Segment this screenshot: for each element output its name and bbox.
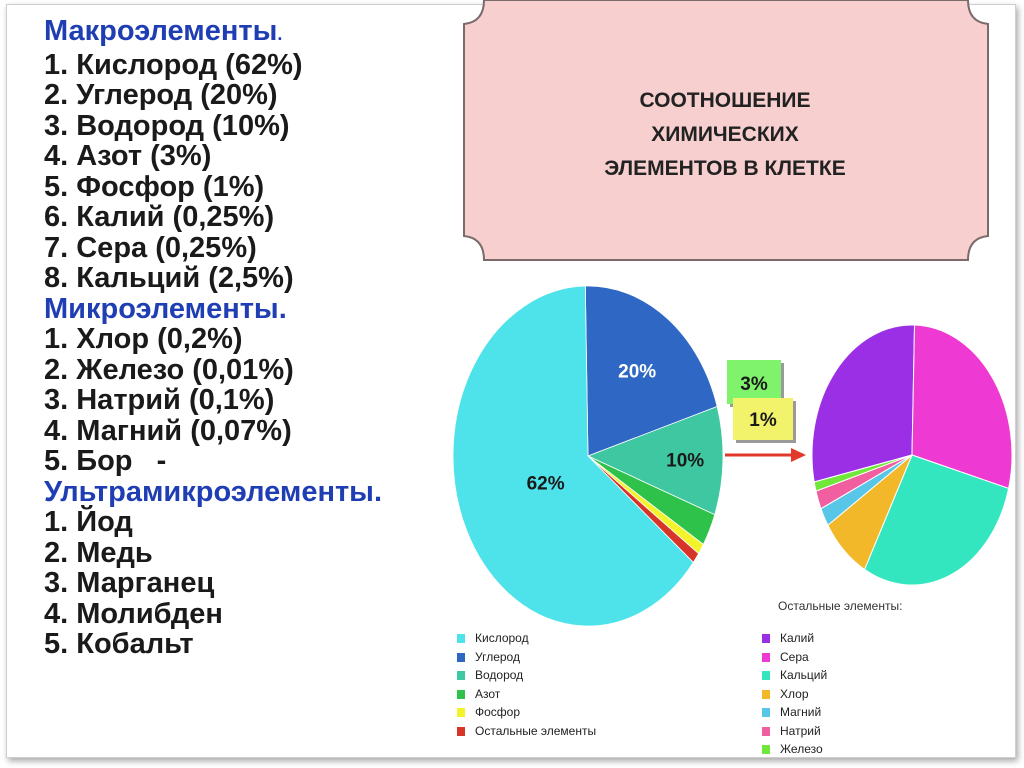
legend-label: Сера bbox=[780, 649, 809, 664]
legend-swatch bbox=[762, 652, 770, 662]
legend-label: Железо bbox=[780, 742, 823, 756]
macro-item: 4. Азот (3%) bbox=[44, 140, 212, 172]
other-slice-Кальций bbox=[863, 454, 1010, 586]
legend-swatch bbox=[457, 726, 465, 736]
micro-item: 1. Хлор (0,2%) bbox=[44, 323, 243, 355]
chart-title: СООТНОШЕНИЕ ХИМИЧЕСКИХ ЭЛЕМЕНТОВ В КЛЕТК… bbox=[575, 84, 875, 186]
title-box-shape bbox=[463, 0, 989, 261]
legend-label: Кислород bbox=[475, 631, 529, 645]
macro-item: 1. Кислород (62%) bbox=[44, 48, 303, 81]
element-list: Макроэлементы. 1. Кислород (62%) 2. Углер… bbox=[44, 16, 382, 660]
legend-label: Магний bbox=[780, 705, 822, 719]
legend-swatch bbox=[762, 708, 770, 717]
ultra-item: 1. Йод bbox=[44, 506, 133, 538]
legend-label: Натрий bbox=[780, 723, 821, 738]
legend-swatch bbox=[457, 671, 465, 680]
macro-item: 3. Водород (10%) bbox=[44, 109, 290, 142]
ultra-item: 2. Медь bbox=[44, 536, 153, 569]
macro-item: 6. Калий (0,25%) bbox=[44, 201, 275, 233]
ultra-heading: Ультрамикроэлементы. bbox=[44, 475, 383, 508]
legend-swatch bbox=[457, 708, 465, 717]
micro-list: 1. Хлор (0,2%) 2. Железо (0,01%) 3. Натрий… bbox=[44, 324, 382, 477]
legend-label: Остальные элементы bbox=[475, 723, 597, 738]
other-elements-title: Остальные элементы: bbox=[778, 599, 903, 613]
legend-swatch bbox=[457, 634, 465, 643]
title-line-2: ХИМИЧЕСКИХ bbox=[651, 123, 799, 146]
title-line-1: СООТНОШЕНИЕ bbox=[639, 89, 811, 112]
legend-swatch bbox=[762, 726, 770, 736]
main-pie bbox=[452, 285, 724, 627]
legend-label: Азот bbox=[475, 686, 501, 701]
legend-swatch bbox=[762, 689, 770, 699]
other-slice-Сера bbox=[911, 324, 1013, 490]
ultra-item: 3. Марганец bbox=[44, 567, 215, 599]
ultra-item: 5. Кобальт bbox=[44, 628, 194, 660]
other-slice-Железо bbox=[813, 454, 913, 492]
callout-label: 1% bbox=[749, 410, 777, 431]
main-label-Водород: 10% bbox=[666, 451, 704, 472]
legend-swatch bbox=[762, 634, 770, 643]
macro-list: 1. Кислород (62%) 2. Углерод (20%) 3. Водо… bbox=[44, 48, 382, 294]
macro-item: 7. Сера (0,25%) bbox=[44, 231, 257, 264]
title-line-3: ЭЛЕМЕНТОВ В КЛЕТКЕ bbox=[604, 157, 846, 180]
legend-label: Калий bbox=[780, 631, 815, 645]
ultra-list: 1. Йод 2. Медь 3. Марганец 4. Молибден 5. Ко… bbox=[44, 507, 382, 660]
legend-label: Хлор bbox=[780, 686, 809, 701]
main-label-Углерод: 20% bbox=[618, 362, 656, 383]
arrow-head bbox=[791, 448, 806, 462]
other-slice-Калий bbox=[811, 324, 916, 483]
legend-label: Кальций bbox=[780, 668, 828, 682]
micro-item: 2. Железо (0,01%) bbox=[44, 353, 294, 386]
legend-label: Фосфор bbox=[475, 705, 521, 719]
title-box bbox=[463, 0, 989, 261]
micro-item: 5. Бор - bbox=[44, 445, 167, 477]
main-label-Кислород: 62% bbox=[527, 473, 565, 494]
callout-Фосфор: 1% bbox=[733, 398, 796, 443]
macro-heading: Макроэлементы. bbox=[44, 15, 283, 47]
legend-swatch bbox=[457, 652, 465, 662]
legend-swatch bbox=[762, 745, 770, 754]
ultra-item: 4. Молибден bbox=[44, 597, 223, 630]
legend-swatch bbox=[457, 689, 465, 699]
callout-label: 3% bbox=[740, 374, 768, 395]
macro-item: 2. Углерод (20%) bbox=[44, 79, 278, 111]
main-slice-Углерод bbox=[584, 285, 718, 457]
legend-swatch bbox=[762, 671, 770, 680]
legend-label: Водород bbox=[475, 668, 524, 682]
macro-item: 8. Кальций (2,5%) bbox=[44, 262, 294, 294]
micro-heading: Микроэлементы. bbox=[44, 292, 287, 325]
other-pie bbox=[811, 324, 1013, 586]
macro-item: 5. Фосфор (1%) bbox=[44, 170, 265, 203]
micro-item: 3. Натрий (0,1%) bbox=[44, 384, 275, 416]
micro-item: 4. Магний (0,07%) bbox=[44, 414, 292, 447]
legend-label: Углерод bbox=[475, 649, 520, 664]
main-slice-Кислород bbox=[452, 285, 694, 627]
main-slice-Водород bbox=[586, 405, 724, 516]
